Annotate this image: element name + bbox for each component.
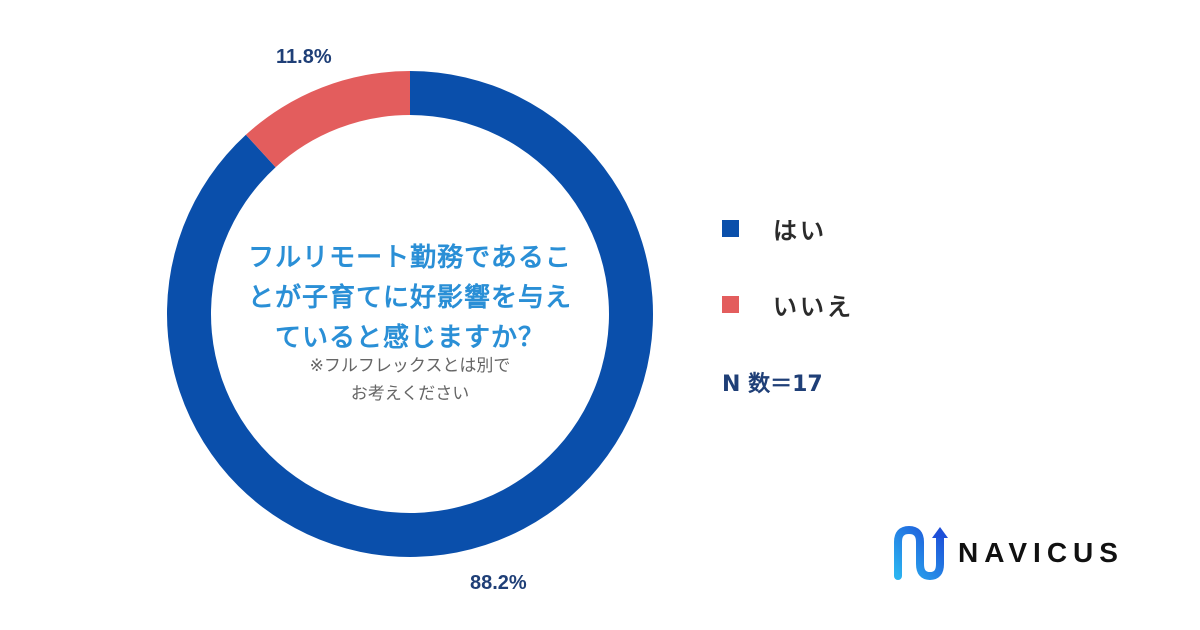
navicus-logo: NAVICUS [892,524,1124,582]
note-line: お考えください [350,384,470,404]
legend: はい いいえ [722,208,854,360]
value-label-iie: 11.8% [276,46,332,68]
title-line: とが子育てに好影響を与え [247,283,572,313]
navicus-logo-icon [894,526,948,580]
title-line: ていると感じますか？ [274,323,545,353]
title-line: フルリモート勤務であるこ [248,243,572,273]
note-line: ※フルフレックスとは別で [309,356,511,376]
legend-label-iie: いいえ [773,292,854,321]
sample-size: N 数＝17 [722,372,823,397]
legend-item-hai: はい [722,208,854,248]
value-label-hai: 88.2% [470,572,527,594]
chart-question-title: フルリモート勤務であるこ とが子育てに好影響を与え ていると感じますか？ [224,238,596,358]
legend-swatch-iie [722,295,739,313]
chart-note: ※フルフレックスとは別で お考えください [254,352,566,408]
brand-name: NAVICUS [958,537,1124,568]
legend-swatch-hai [722,219,739,237]
legend-label-hai: はい [773,216,827,245]
legend-item-iie: いいえ [722,284,854,324]
slice-iie [245,71,410,168]
